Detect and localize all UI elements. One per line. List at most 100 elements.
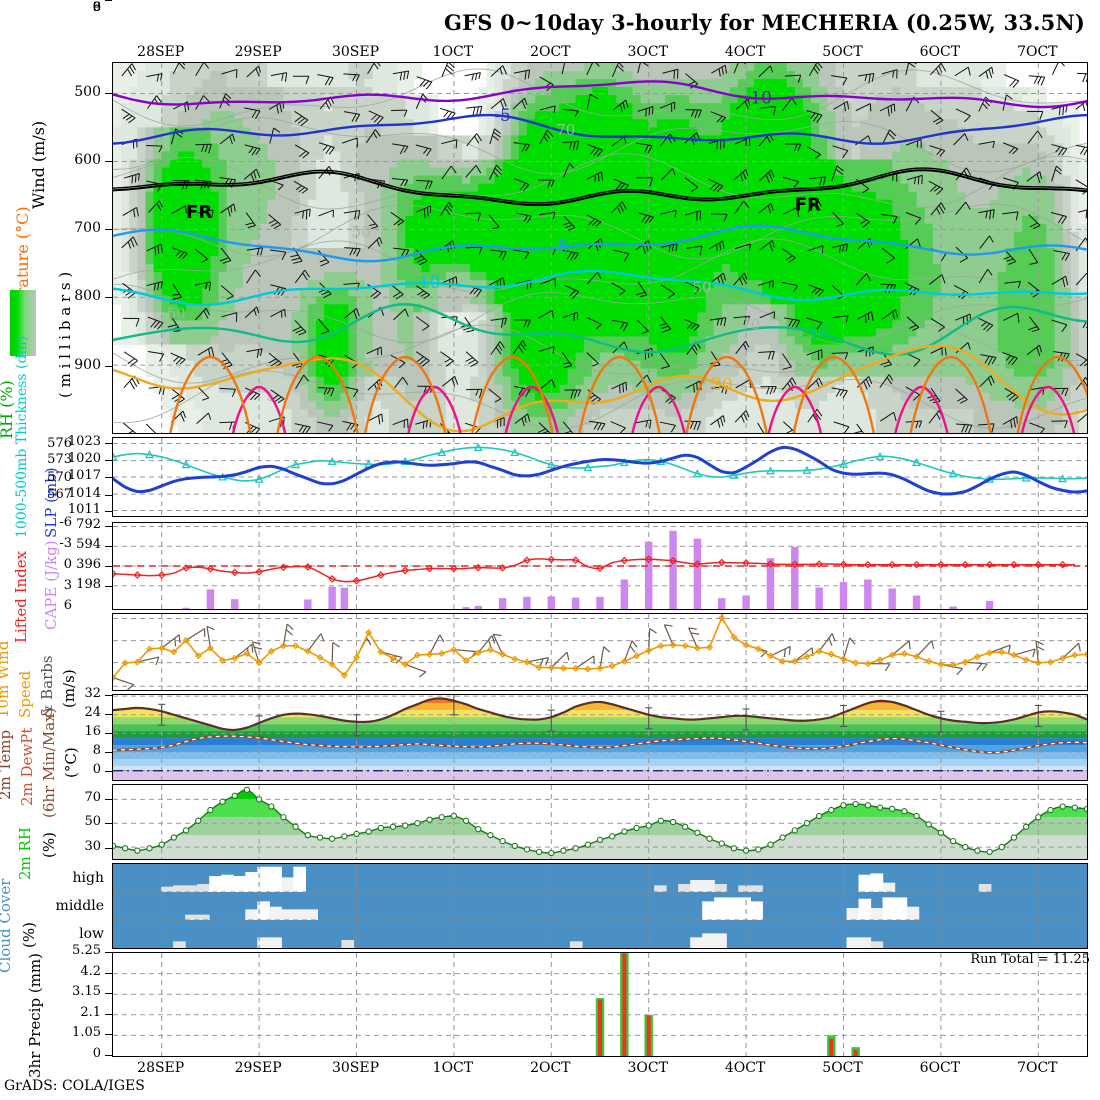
precipitation-plot bbox=[113, 953, 1087, 1056]
y-axis-tickmark bbox=[105, 586, 112, 588]
cloud-row-label-middle: middle bbox=[55, 898, 104, 915]
y-axis-tickmark bbox=[105, 993, 112, 995]
y-axis-tickmark bbox=[105, 752, 112, 754]
thickness-tick: 567 bbox=[47, 487, 72, 503]
contour-label: 10 bbox=[419, 273, 441, 293]
freezing-level-label: FR bbox=[186, 202, 212, 223]
slp-thickness-panel bbox=[112, 437, 1088, 517]
upper-air-panel: -10 -5 5 10 15 20 FR FR 50 50 50 70 70 bbox=[112, 62, 1088, 434]
y-axis-tickmark bbox=[105, 566, 112, 567]
rh-contour-label: 70 bbox=[556, 121, 575, 139]
y-axis-tickmark bbox=[105, 160, 112, 162]
y-axis-tickmark bbox=[105, 442, 112, 444]
lifted-index-tick: -6 bbox=[59, 514, 72, 530]
lifted-index-axis-label: Lifted Index bbox=[12, 550, 30, 643]
minmax-axis-label: (6hr Min/Max) bbox=[40, 707, 58, 818]
y-axis-tickmark bbox=[105, 847, 112, 849]
x-axis-tick: 5OCT bbox=[822, 44, 863, 60]
cloud-cover-plot bbox=[113, 864, 1087, 948]
rh-contour-label: 70 bbox=[741, 315, 760, 333]
y-axis-tickmark bbox=[105, 952, 112, 953]
y-axis-tickmark bbox=[105, 365, 112, 367]
y-axis-tickmark bbox=[105, 494, 112, 496]
slp-thickness-plot bbox=[113, 438, 1087, 516]
y-axis-tick: 800 bbox=[74, 288, 101, 305]
x-axis-tick: 30SEP bbox=[331, 1060, 380, 1076]
y-axis-tickmark bbox=[105, 771, 112, 773]
y-axis-tickmark bbox=[105, 1034, 112, 1036]
y-axis-tick: 396 bbox=[76, 557, 101, 572]
y-axis-tick: 792 bbox=[76, 516, 101, 532]
y-axis-tick: 594 bbox=[76, 536, 101, 552]
y-axis-tickmark bbox=[105, 714, 112, 716]
y-axis-tickmark bbox=[105, 297, 112, 299]
relative-humidity-plot bbox=[113, 785, 1087, 859]
y-axis-tick: 1014 bbox=[67, 485, 101, 501]
y-axis-tick: 198 bbox=[76, 577, 101, 593]
y-axis-tickmark bbox=[105, 525, 112, 527]
cape-lifted-index-plot bbox=[113, 523, 1087, 609]
lifted-index-tick: 6 bbox=[63, 598, 72, 614]
rh2m-units-label: (%) bbox=[40, 832, 58, 858]
wind-units-label: (m/s) bbox=[60, 669, 78, 708]
thickness-axis-label: 1000-500mb Thickness (dm) bbox=[14, 335, 30, 538]
x-axis-tick: 6OCT bbox=[919, 1060, 961, 1076]
millibars-axis-title: ( m i l l i b a r s ) bbox=[56, 271, 74, 398]
contour-label: -5 bbox=[494, 106, 511, 126]
contour-label: -10 bbox=[745, 88, 772, 108]
temperature-dewpoint-plot bbox=[113, 695, 1087, 780]
cape-lifted-index-panel bbox=[112, 522, 1088, 610]
y-axis-tick: 5.25 bbox=[72, 943, 101, 958]
cloud-units-label: (%) bbox=[20, 922, 38, 948]
rh-contour-label: 50 bbox=[167, 304, 186, 322]
lifted-index-tick: -3 bbox=[59, 535, 72, 551]
wind-axis-label: Wind (m/s) bbox=[29, 120, 48, 209]
x-axis-tick: 29SEP bbox=[234, 44, 282, 60]
y-axis-tick: 4.2 bbox=[80, 963, 101, 979]
y-axis-tick: 70 bbox=[84, 789, 101, 805]
y-axis-tick: 1020 bbox=[67, 451, 101, 467]
cloud-row-label-high: high bbox=[72, 870, 104, 887]
x-axis-tick: 1OCT bbox=[432, 44, 474, 60]
relative-humidity-panel bbox=[112, 784, 1088, 860]
y-axis-tickmark bbox=[105, 695, 112, 697]
rh-contour-label: 50 bbox=[352, 223, 371, 241]
wind10m-axis-label: 10m Wind bbox=[0, 640, 12, 718]
lifted-index-tick: 0 bbox=[63, 557, 72, 572]
lifted-index-tick: 3 bbox=[63, 578, 72, 594]
y-axis-tick: 24 bbox=[84, 705, 101, 721]
x-axis-tick: 29SEP bbox=[234, 1060, 282, 1076]
cloud-cover-panel bbox=[112, 863, 1088, 949]
page-title: GFS 0~10day 3-hourly for MECHERIA (0.25W… bbox=[444, 10, 1085, 35]
y-axis-tickmark bbox=[105, 92, 112, 94]
contour-label: 20 bbox=[711, 375, 733, 395]
y-axis-tick: 30 bbox=[84, 838, 101, 854]
cloud-axis-label: Cloud Cover bbox=[0, 878, 14, 973]
y-axis-tickmark bbox=[105, 1013, 112, 1015]
y-axis-tick: 16 bbox=[84, 724, 101, 740]
x-axis-tick: 28SEP bbox=[137, 1060, 185, 1076]
x-axis-tick: 6OCT bbox=[919, 44, 961, 60]
y-axis-tick: 1.05 bbox=[72, 1025, 101, 1041]
y-axis-tick: 1023 bbox=[67, 433, 101, 449]
x-axis-tick: 30SEP bbox=[331, 44, 380, 60]
y-axis-tickmark bbox=[105, 823, 112, 825]
precipitation-panel bbox=[112, 952, 1088, 1057]
y-axis-tickmark bbox=[105, 545, 112, 547]
y-axis-tick: 600 bbox=[74, 151, 101, 168]
y-axis-tick: 6 bbox=[92, 0, 101, 15]
x-axis-tick: 7OCT bbox=[1017, 1060, 1058, 1076]
y-axis-tick: 50 bbox=[84, 814, 101, 830]
wind-speed-plot bbox=[113, 614, 1087, 690]
x-axis-tick: 2OCT bbox=[530, 1060, 571, 1076]
y-axis-tick: 900 bbox=[74, 356, 101, 373]
wind-speed-axis-label: Speed bbox=[16, 670, 34, 718]
y-axis-tick: 2.1 bbox=[80, 1004, 101, 1020]
dewpt2m-axis-label: 2m DewPt bbox=[18, 727, 36, 806]
thickness-tick: 570 bbox=[47, 469, 72, 485]
x-axis-tick: 3OCT bbox=[627, 44, 668, 60]
y-axis-tick: 1017 bbox=[67, 468, 101, 483]
y-axis-tickmark bbox=[105, 477, 112, 478]
y-axis-tick: 0 bbox=[92, 0, 101, 15]
x-axis-tick: 4OCT bbox=[724, 1060, 766, 1076]
